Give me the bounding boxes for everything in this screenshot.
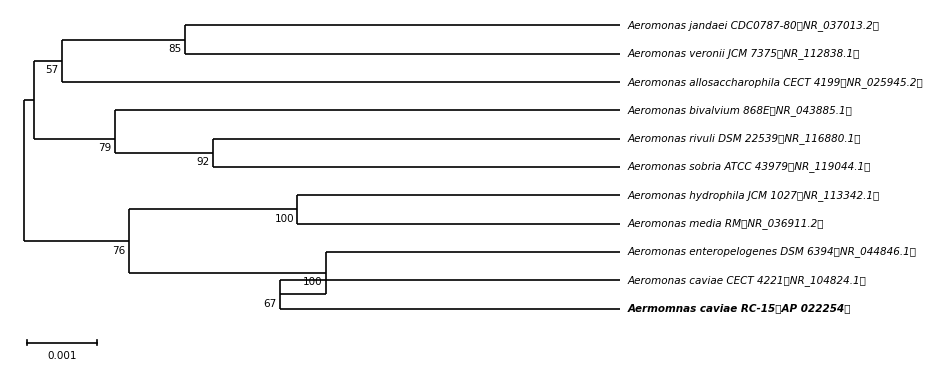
Text: 57: 57 bbox=[46, 65, 59, 75]
Text: Aeromonas enteropelogenes DSM 6394（NR_044846.1）: Aeromonas enteropelogenes DSM 6394（NR_04… bbox=[627, 247, 916, 257]
Text: Aeromonas hydrophila JCM 1027（NR_113342.1）: Aeromonas hydrophila JCM 1027（NR_113342.… bbox=[627, 190, 880, 201]
Text: 100: 100 bbox=[302, 277, 322, 287]
Text: 0.001: 0.001 bbox=[48, 351, 77, 361]
Text: 100: 100 bbox=[274, 214, 294, 224]
Text: Aeromonas sobria ATCC 43979（NR_119044.1）: Aeromonas sobria ATCC 43979（NR_119044.1） bbox=[627, 162, 870, 173]
Text: Aeromonas rivuli DSM 22539（NR_116880.1）: Aeromonas rivuli DSM 22539（NR_116880.1） bbox=[627, 133, 861, 144]
Text: Aeromonas bivalvium 868E（NR_043885.1）: Aeromonas bivalvium 868E（NR_043885.1） bbox=[627, 105, 852, 116]
Text: 79: 79 bbox=[98, 143, 112, 153]
Text: Aeromonas jandaei CDC0787-80（NR_037013.2）: Aeromonas jandaei CDC0787-80（NR_037013.2… bbox=[627, 20, 879, 31]
Text: 92: 92 bbox=[197, 157, 210, 167]
Text: 76: 76 bbox=[113, 245, 126, 256]
Text: Aermomnas caviae RC-15（AP 022254）: Aermomnas caviae RC-15（AP 022254） bbox=[627, 304, 851, 314]
Text: 85: 85 bbox=[169, 44, 182, 54]
Text: Aeromonas caviae CECT 4221（NR_104824.1）: Aeromonas caviae CECT 4221（NR_104824.1） bbox=[627, 275, 866, 286]
Text: Aeromonas veronii JCM 7375（NR_112838.1）: Aeromonas veronii JCM 7375（NR_112838.1） bbox=[627, 48, 859, 59]
Text: Aeromonas allosaccharophila CECT 4199（NR_025945.2）: Aeromonas allosaccharophila CECT 4199（NR… bbox=[627, 77, 923, 88]
Text: 67: 67 bbox=[263, 299, 277, 309]
Text: Aeromonas media RM（NR_036911.2）: Aeromonas media RM（NR_036911.2） bbox=[627, 218, 824, 229]
